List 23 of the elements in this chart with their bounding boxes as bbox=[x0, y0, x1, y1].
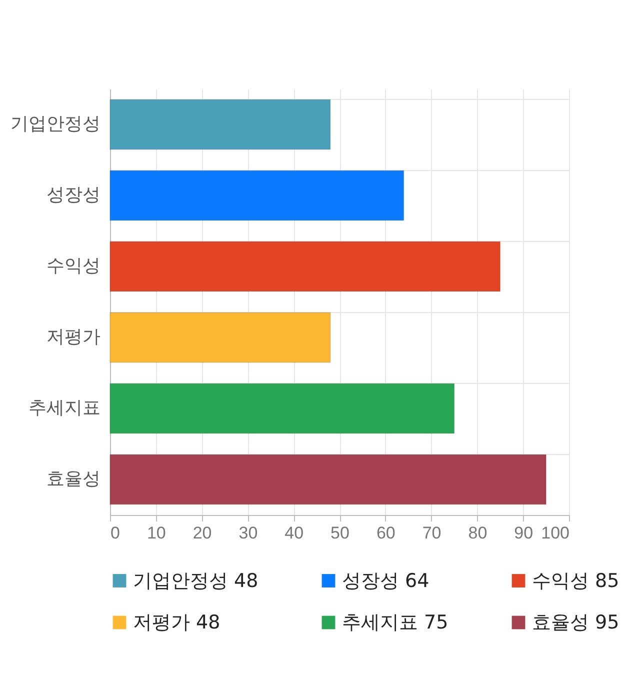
y-tick-label: 효율성 bbox=[46, 468, 100, 490]
x-tick-label: 40 bbox=[284, 524, 304, 542]
x-tick-label: 70 bbox=[422, 524, 442, 542]
y-tick-label: 수익성 bbox=[46, 256, 100, 276]
x-tick-label: 60 bbox=[376, 524, 396, 542]
y-tick-label: 성장성 bbox=[46, 184, 100, 206]
legend-label: 수익성 85 bbox=[532, 570, 620, 592]
legend-label: 저평가 48 bbox=[133, 612, 220, 634]
x-tick-label: 10 bbox=[146, 524, 166, 542]
y-tick-label: 추세지표 bbox=[28, 398, 100, 418]
legend-label: 효율성 95 bbox=[532, 612, 620, 634]
x-tick-label: 30 bbox=[238, 524, 258, 542]
x-tick-label: 50 bbox=[330, 524, 350, 542]
x-tick-label: 100 bbox=[541, 524, 570, 542]
legend-label: 기업안정성 48 bbox=[133, 570, 258, 592]
x-tick-label: 0 bbox=[110, 524, 120, 542]
x-tick-label: 20 bbox=[192, 524, 212, 542]
x-tick-label: 80 bbox=[468, 524, 488, 542]
y-tick-label: 기업안정성 bbox=[10, 114, 100, 134]
x-tick-label: 90 bbox=[514, 524, 534, 542]
legend-label: 추세지표 75 bbox=[342, 612, 448, 634]
legend-label: 성장성 64 bbox=[342, 570, 430, 592]
y-tick-label: 저평가 bbox=[46, 326, 100, 348]
